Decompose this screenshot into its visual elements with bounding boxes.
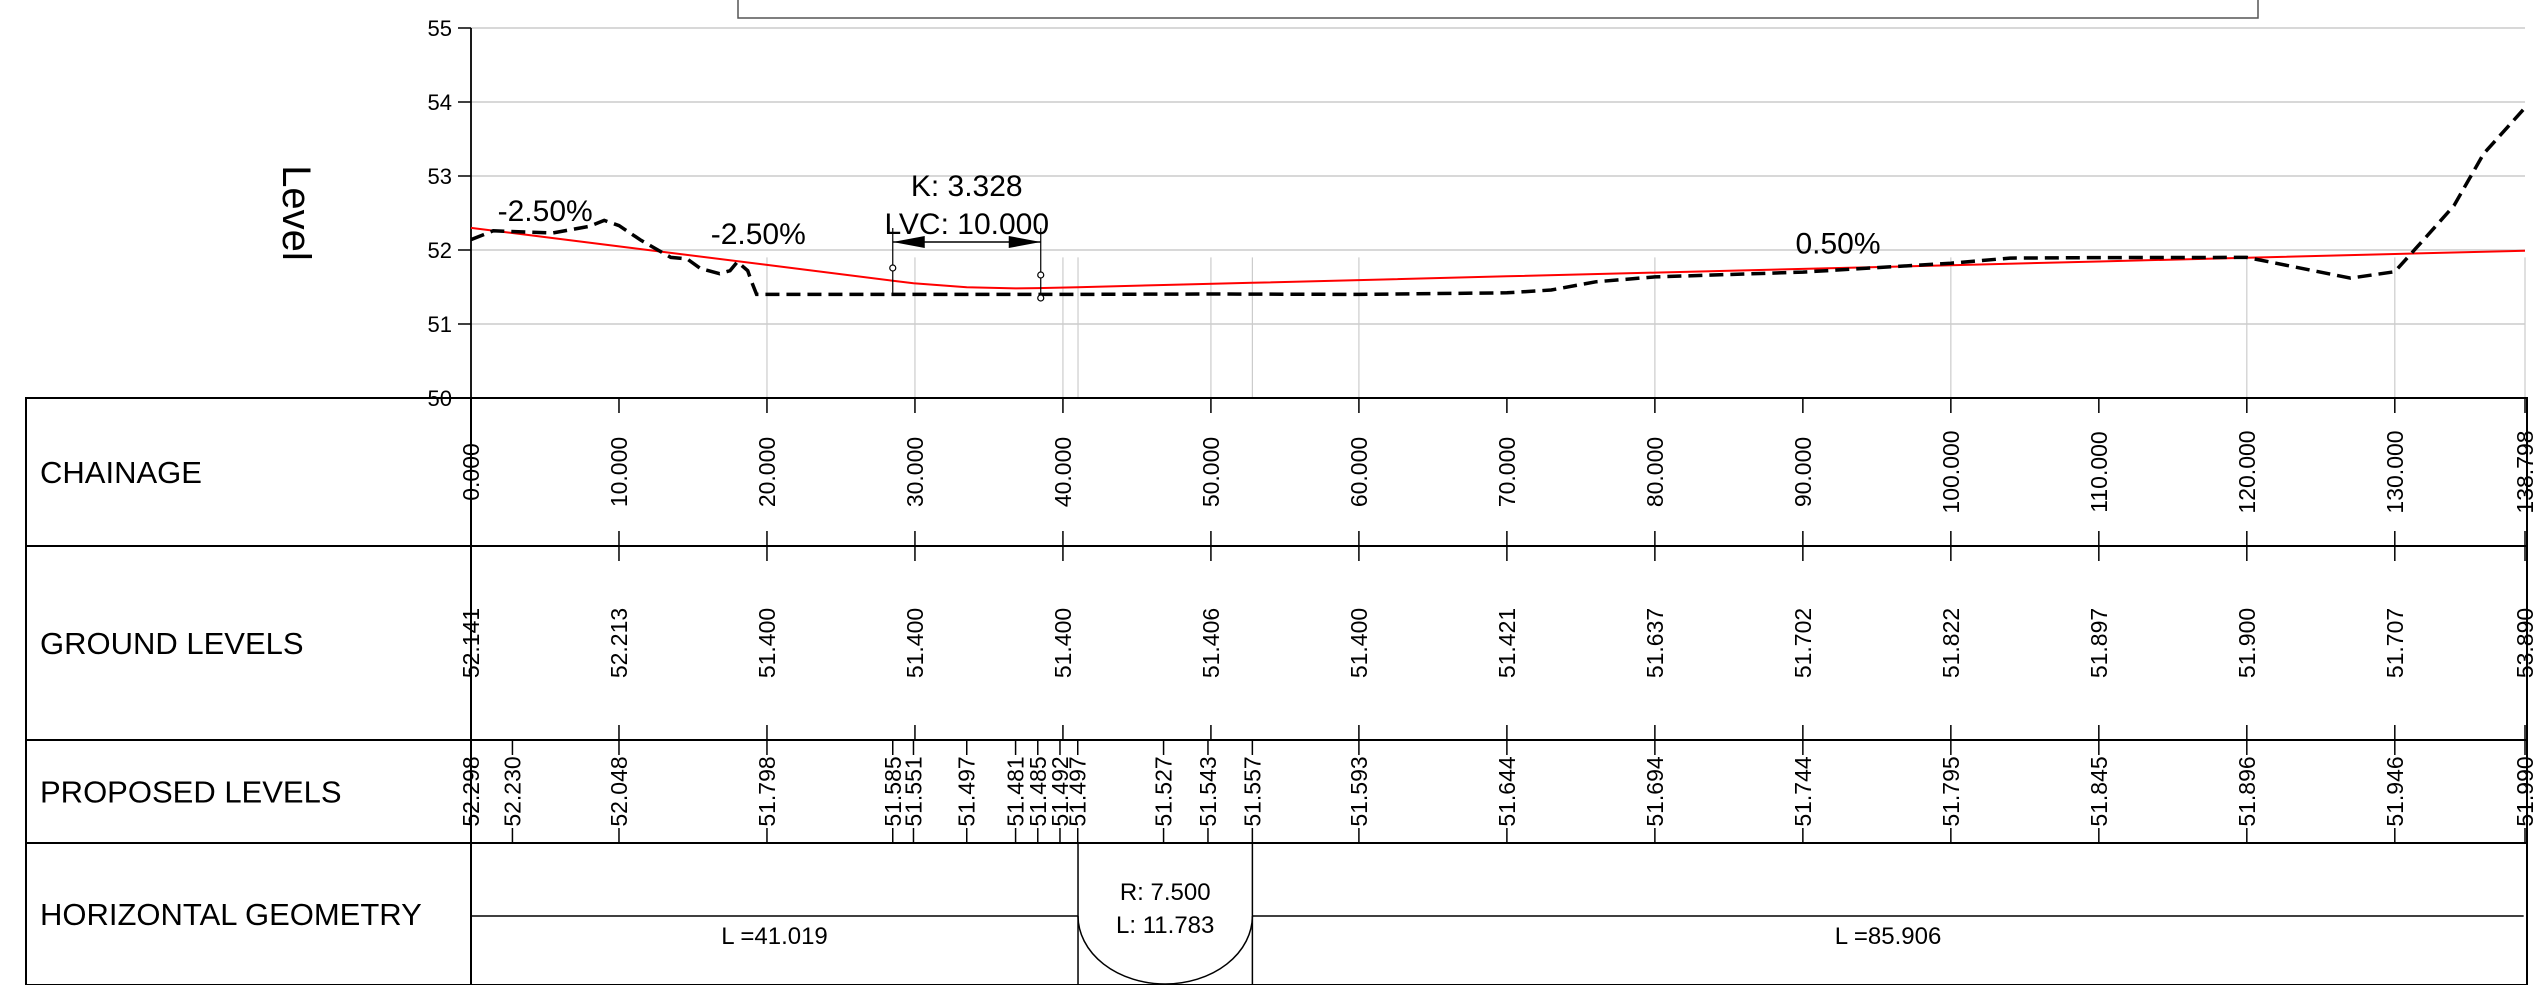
proposed_levels-value: 51.543 <box>1195 756 1221 826</box>
chainage-value: 40.000 <box>1050 437 1076 507</box>
curve-arc <box>1077 915 1254 985</box>
vc-k-label: K: 3.328 <box>911 170 1023 203</box>
grade-label: -2.50% <box>711 218 806 251</box>
proposed_levels-value: 51.497 <box>954 756 980 826</box>
vc-arrow-head <box>892 236 925 248</box>
chainage-value: 50.000 <box>1198 437 1224 507</box>
chainage-value: 10.000 <box>606 437 632 507</box>
ground_levels-value: 53.890 <box>2512 608 2538 678</box>
profile-lines <box>470 108 2526 302</box>
proposed_levels-value: 51.492 <box>1047 756 1073 826</box>
chainage-value: 100.000 <box>1938 430 1964 513</box>
chainage-value: 80.000 <box>1642 437 1668 507</box>
grid-layer <box>471 27 2526 399</box>
y-tick-label: 51 <box>428 312 452 337</box>
label-layer: 55 54 53 52 51 50 Level CHAINAGE GROUND LEVELS PR… <box>40 16 2538 950</box>
band-table <box>25 0 2528 985</box>
proposed_levels-value: 51.527 <box>1151 756 1177 826</box>
proposed_levels-value: 51.551 <box>900 756 926 826</box>
proposed_levels-value: 51.481 <box>1003 756 1029 826</box>
curve-length-label: L: 11.783 <box>1116 912 1214 939</box>
curve-radius-label: R: 7.500 <box>1120 879 1211 906</box>
proposed_levels-value: 51.485 <box>1025 756 1051 826</box>
proposed_levels-value: 51.557 <box>1239 756 1265 826</box>
chainage-value: 30.000 <box>902 437 928 507</box>
y-tick-label: 53 <box>428 164 452 189</box>
proposed_levels-value: 52.230 <box>499 756 525 826</box>
proposed_levels-value: 51.990 <box>2512 756 2538 826</box>
chainage-value: 110.000 <box>2086 431 2112 512</box>
proposed_levels-value: 52.048 <box>606 756 632 826</box>
chainage-value: 60.000 <box>1346 437 1372 507</box>
proposed_levels-value: 52.298 <box>458 756 484 826</box>
ground_levels-value: 51.400 <box>1346 608 1372 678</box>
proposed_levels-value: 51.694 <box>1642 756 1668 827</box>
vc-lvc-label: LVC: 10.000 <box>884 208 1049 241</box>
band-row-label: CHAINAGE <box>40 455 202 490</box>
y-axis-title: Level <box>274 165 318 261</box>
proposed_levels-value: 51.497 <box>1065 756 1091 826</box>
ground_levels-value: 51.421 <box>1494 608 1520 678</box>
vc-node <box>1037 294 1045 302</box>
title-block-edge <box>737 0 2259 19</box>
ground_levels-value: 52.141 <box>458 608 484 678</box>
chainage-value: 0.000 <box>458 443 484 501</box>
proposed_levels-value: 51.644 <box>1494 756 1520 827</box>
band-row-label: GROUND LEVELS <box>40 626 304 661</box>
proposed_levels-value: 51.585 <box>880 756 906 826</box>
ground_levels-value: 51.900 <box>2234 608 2260 678</box>
chainage-value: 20.000 <box>754 437 780 507</box>
proposed_levels-value: 51.896 <box>2234 756 2260 826</box>
design-profile-line <box>470 226 2526 290</box>
y-tick-label: 50 <box>428 386 452 411</box>
ground_levels-value: 51.400 <box>1050 608 1076 678</box>
proposed_levels-value: 51.845 <box>2086 756 2112 826</box>
y-tick-label: 55 <box>428 16 452 41</box>
ground_levels-value: 52.213 <box>606 608 632 678</box>
grade-label: 0.50% <box>1795 228 1880 261</box>
vc-arrow-head <box>1008 236 1041 248</box>
proposed_levels-value: 51.946 <box>2382 756 2408 826</box>
ground_levels-value: 51.406 <box>1198 608 1224 678</box>
ground_levels-value: 51.822 <box>1938 608 1964 678</box>
vc-node <box>1037 271 1045 279</box>
grade-label: -2.50% <box>498 195 593 228</box>
chainage-value: 130.000 <box>2382 430 2408 513</box>
band-row-label: HORIZONTAL GEOMETRY <box>40 897 422 932</box>
ground_levels-value: 51.400 <box>902 608 928 678</box>
vc-node <box>889 264 897 272</box>
ground_levels-value: 51.400 <box>754 608 780 678</box>
proposed_levels-value: 51.798 <box>754 756 780 826</box>
proposed_levels-value: 51.795 <box>1938 756 1964 826</box>
chainage-value: 90.000 <box>1790 437 1816 507</box>
ground_levels-value: 51.637 <box>1642 608 1668 678</box>
ground_levels-value: 51.707 <box>2382 608 2408 678</box>
y-tick-label: 54 <box>428 90 452 115</box>
straight-length-label: L =41.019 <box>721 923 828 950</box>
proposed_levels-value: 51.744 <box>1790 756 1816 827</box>
chainage-value: 70.000 <box>1494 437 1520 507</box>
chainage-value: 138.798 <box>2512 430 2538 513</box>
straight-length-label: L =85.906 <box>1835 923 1942 950</box>
y-tick-label: 52 <box>428 238 452 263</box>
ground_levels-value: 51.897 <box>2086 608 2112 678</box>
ground-profile-line <box>470 108 2525 297</box>
ground_levels-value: 51.702 <box>1790 608 1816 678</box>
chainage-value: 120.000 <box>2234 430 2260 513</box>
proposed_levels-value: 51.593 <box>1346 756 1372 826</box>
band-row-label: PROPOSED LEVELS <box>40 775 342 810</box>
band-frame <box>25 397 2528 985</box>
